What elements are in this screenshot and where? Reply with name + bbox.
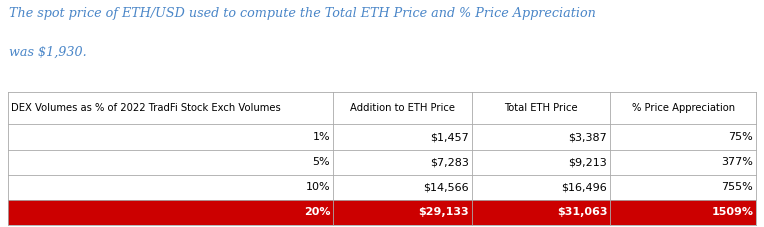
Bar: [8, 124, 756, 150]
Text: 377%: 377%: [721, 157, 753, 167]
Bar: [8, 200, 756, 225]
Text: 1509%: 1509%: [711, 207, 753, 217]
Text: 1%: 1%: [312, 132, 330, 142]
Text: $7,283: $7,283: [430, 157, 469, 167]
Text: Addition to ETH Price: Addition to ETH Price: [350, 103, 455, 113]
Text: The spot price of ETH/USD used to compute the Total ETH Price and % Price Apprec: The spot price of ETH/USD used to comput…: [9, 7, 596, 20]
Text: $16,496: $16,496: [562, 182, 607, 192]
Text: $9,213: $9,213: [568, 157, 607, 167]
Bar: [8, 175, 756, 200]
Text: $3,387: $3,387: [568, 132, 607, 142]
Text: $29,133: $29,133: [418, 207, 469, 217]
Text: Total ETH Price: Total ETH Price: [504, 103, 578, 113]
Text: % Price Appreciation: % Price Appreciation: [632, 103, 735, 113]
Text: 755%: 755%: [721, 182, 753, 192]
Text: $14,566: $14,566: [423, 182, 469, 192]
Text: 20%: 20%: [304, 207, 330, 217]
Bar: [8, 150, 756, 175]
Text: 10%: 10%: [306, 182, 330, 192]
Text: 75%: 75%: [729, 132, 753, 142]
Text: $1,457: $1,457: [430, 132, 469, 142]
Bar: [8, 92, 756, 124]
Text: 5%: 5%: [312, 157, 330, 167]
Text: $31,063: $31,063: [557, 207, 607, 217]
Text: DEX Volumes as % of 2022 TradFi Stock Exch Volumes: DEX Volumes as % of 2022 TradFi Stock Ex…: [11, 103, 280, 113]
Text: was $1,930.: was $1,930.: [9, 45, 87, 58]
